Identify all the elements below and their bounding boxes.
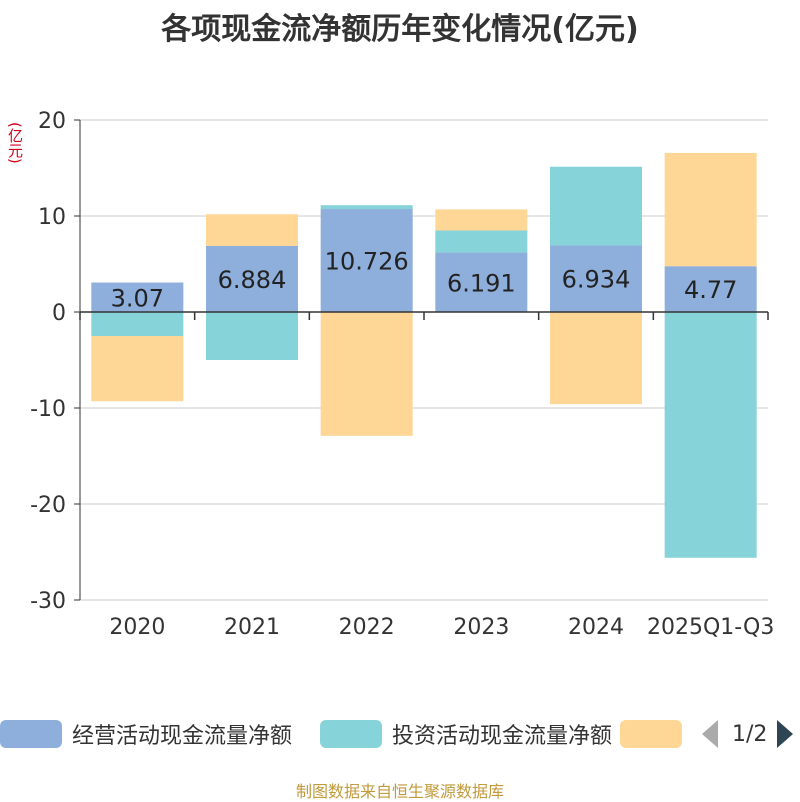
x-tick-label: 2021 [224,615,280,640]
bar-investing [320,205,413,210]
chart-title: 各项现金流净额历年变化情况(亿元) [161,12,639,47]
legend-label-operating: 经营活动现金流量净额 [72,724,293,749]
bar-operating [91,282,184,312]
bar-investing [435,230,528,253]
bar-investing [550,166,642,246]
bar-chart: 20 10 0 -10 -20 -30 3.07 2020 6.884 2021 10.726 202… [30,109,774,640]
y-tick-label: 0 [52,301,66,326]
legend-swatch-operating [0,720,62,748]
data-label-operating: 6.884 [218,266,287,294]
legend-swatch-investing [320,720,382,748]
y-tick-label: -30 [30,589,66,614]
data-label-operating: 3.07 [111,284,164,312]
y-tick-label: 10 [38,205,66,230]
bar-operating [435,252,528,312]
bar-financing [320,312,413,436]
legend-label-investing: 投资活动现金流量净额 [392,724,613,749]
bar-operating [664,266,757,312]
x-tick-label: 2022 [339,615,395,640]
y-tick-label: 20 [38,109,66,134]
x-tick-label: 2020 [109,615,165,640]
bar-financing [91,336,184,402]
x-tick-label: 2023 [453,615,509,640]
bar-financing [435,209,528,231]
bar-investing [206,312,298,360]
data-label-operating: 6.191 [447,269,516,297]
legend: 经营活动现金流量净额 投资活动现金流量净额 [0,716,800,756]
data-label-operating: 10.726 [325,248,409,276]
legend-page-indicator: 1/2 [732,721,768,747]
legend-item-investing[interactable]: 投资活动现金流量净额 [320,716,612,752]
legend-swatch-financing [620,720,682,748]
bar-operating [320,209,413,312]
arrow-right-icon[interactable] [777,720,794,748]
x-tick-label: 2025Q1-Q3 [647,615,774,640]
x-tick-label: 2024 [568,615,624,640]
bar-financing [664,152,757,267]
data-label-operating: 4.77 [684,276,737,304]
arrow-left-icon[interactable] [702,720,718,748]
bar-investing [664,312,757,558]
bar-financing [550,312,642,405]
data-label-operating: 6.934 [562,266,631,294]
bar-operating [206,245,298,312]
bar-financing [206,214,298,246]
y-tick-label: -20 [30,493,66,518]
legend-pager: 1/2 [700,716,800,752]
bar-operating [550,245,642,312]
legend-item-financing[interactable] [620,716,682,752]
bar-investing [91,312,184,336]
legend-item-operating[interactable]: 经营活动现金流量净额 [0,716,292,752]
y-axis-unit: (亿元) [6,122,24,164]
data-source-note: 制图数据来自恒生聚源数据库 [295,782,504,801]
y-tick-label: -10 [30,397,66,422]
